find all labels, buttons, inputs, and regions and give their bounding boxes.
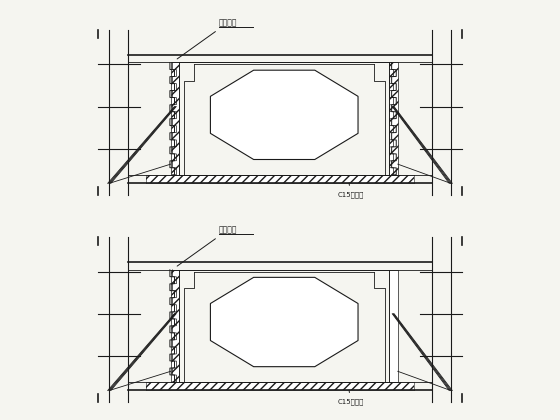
Polygon shape [211, 277, 358, 367]
Bar [146, 382, 414, 391]
Bar [146, 175, 414, 183]
Polygon shape [389, 63, 398, 175]
Text: 龙骨模板: 龙骨模板 [177, 18, 237, 59]
Text: C15垫层地: C15垫层地 [338, 390, 364, 405]
Text: C15垫层地: C15垫层地 [338, 183, 364, 197]
Polygon shape [211, 70, 358, 160]
Polygon shape [171, 270, 179, 382]
Polygon shape [389, 270, 398, 382]
Text: 龙骨模板: 龙骨模板 [177, 226, 237, 266]
Polygon shape [171, 63, 179, 175]
